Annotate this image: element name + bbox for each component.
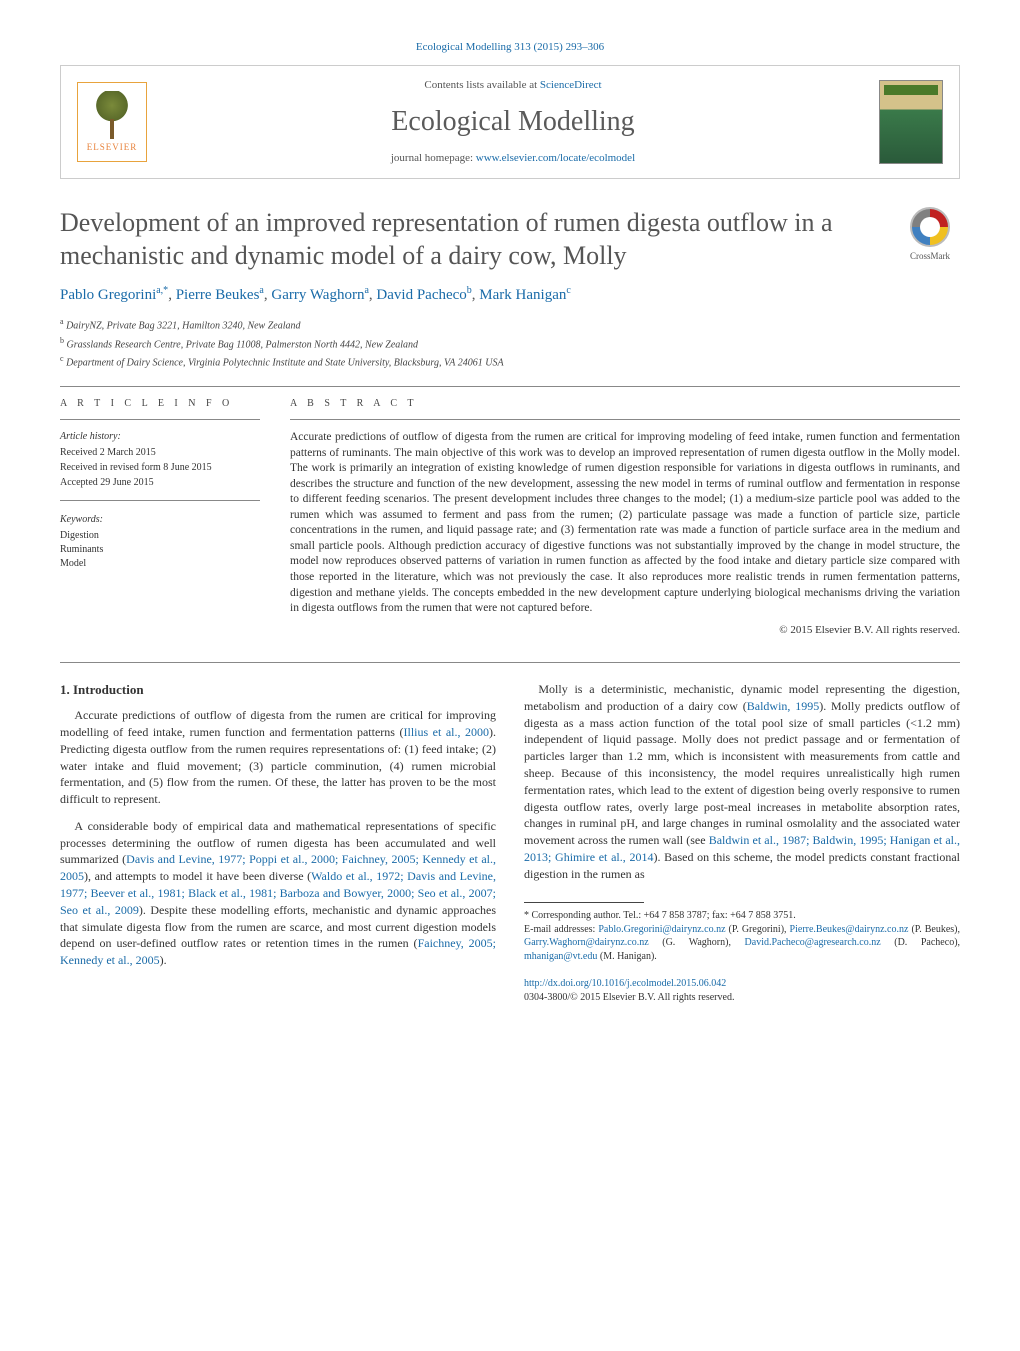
divider-top [60, 386, 960, 387]
contents-prefix: Contents lists available at [424, 79, 539, 91]
article-info-label: A R T I C L E I N F O [60, 397, 260, 411]
email-2-who: (P. Beukes) [911, 924, 957, 935]
ref-baldwin-1995[interactable]: Baldwin, 1995 [747, 699, 819, 713]
affiliation-b: b Grasslands Research Centre, Private Ba… [60, 335, 960, 352]
sciencedirect-link[interactable]: ScienceDirect [540, 79, 602, 91]
section-heading-introduction: 1. Introduction [60, 681, 496, 699]
crossmark-icon [910, 207, 950, 247]
intro-paragraph-1: Accurate predictions of outflow of diges… [60, 707, 496, 808]
p2-mid: ), and attempts to model it have been di… [84, 869, 311, 883]
p3-mid: ). Molly predicts outflow of digesta as … [524, 699, 960, 847]
email-2[interactable]: Pierre.Beukes@dairynz.co.nz [790, 924, 909, 935]
corresponding-author: * Corresponding author. Tel.: +64 7 858 … [524, 909, 960, 923]
p2-post2: ). [160, 953, 167, 967]
title-block: Development of an improved representatio… [60, 207, 880, 272]
elsevier-logo: ELSEVIER [77, 82, 147, 162]
abstract-text: Accurate predictions of outflow of diges… [290, 430, 960, 616]
crossmark-badge[interactable]: CrossMark [900, 207, 960, 263]
author-5-aff: c [566, 285, 570, 296]
info-divider [60, 419, 260, 420]
author-1-aff: a,* [156, 285, 168, 296]
doi-link[interactable]: http://dx.doi.org/10.1016/j.ecolmodel.20… [524, 977, 960, 991]
affiliation-b-text: Grasslands Research Centre, Private Bag … [67, 339, 419, 350]
journal-header-box: ELSEVIER Contents lists available at Sci… [60, 65, 960, 179]
journal-cover-thumb [879, 80, 943, 164]
email-5-who: (M. Hanigan) [600, 951, 654, 962]
email-1[interactable]: Pablo.Gregorini@dairynz.co.nz [598, 924, 725, 935]
email-4[interactable]: David.Pacheco@agresearch.co.nz [745, 937, 881, 948]
contents-line: Contents lists available at ScienceDirec… [147, 78, 879, 93]
page-root: Ecological Modelling 313 (2015) 293–306 … [0, 0, 1020, 1045]
author-1[interactable]: Pablo Gregorini [60, 287, 156, 303]
abstract-label: A B S T R A C T [290, 397, 960, 411]
keyword-1: Digestion [60, 529, 260, 543]
affiliation-a-text: DairyNZ, Private Bag 3221, Hamilton 3240… [66, 321, 300, 332]
doi-block: http://dx.doi.org/10.1016/j.ecolmodel.20… [524, 977, 960, 1005]
authors-line: Pablo Gregorinia,*, Pierre Beukesa, Garr… [60, 284, 960, 306]
crossmark-label: CrossMark [910, 251, 950, 261]
history-received: Received 2 March 2015 [60, 446, 260, 460]
issn-copyright: 0304-3800/© 2015 Elsevier B.V. All right… [524, 991, 960, 1005]
history-accepted: Accepted 29 June 2015 [60, 476, 260, 490]
author-5[interactable]: Mark Hanigan [479, 287, 566, 303]
email-1-who: (P. Gregorini) [729, 924, 785, 935]
citation-header: Ecological Modelling 313 (2015) 293–306 [60, 40, 960, 55]
footnote-divider [524, 902, 644, 903]
info-abstract-row: A R T I C L E I N F O Article history: R… [60, 397, 960, 638]
keywords-label: Keywords: [60, 513, 260, 527]
divider-body [60, 662, 960, 663]
author-2-aff: a [259, 285, 263, 296]
author-2[interactable]: Pierre Beukes [176, 287, 260, 303]
history-revised: Received in revised form 8 June 2015 [60, 461, 260, 475]
author-4-aff: b [467, 285, 472, 296]
elsevier-tree-icon [92, 91, 132, 139]
affiliations: a DairyNZ, Private Bag 3221, Hamilton 32… [60, 316, 960, 370]
author-3[interactable]: Garry Waghorn [271, 287, 364, 303]
citation-text: Ecological Modelling 313 (2015) 293–306 [416, 41, 604, 53]
homepage-url[interactable]: www.elsevier.com/locate/ecolmodel [476, 152, 635, 164]
article-info-column: A R T I C L E I N F O Article history: R… [60, 397, 260, 638]
abstract-column: A B S T R A C T Accurate predictions of … [290, 397, 960, 638]
keyword-2: Ruminants [60, 543, 260, 557]
ref-illius-2000[interactable]: Illius et al., 2000 [403, 725, 489, 739]
journal-name: Ecological Modelling [147, 102, 879, 141]
homepage-prefix: journal homepage: [391, 152, 476, 164]
intro-paragraph-3: Molly is a deterministic, mechanistic, d… [524, 681, 960, 883]
homepage-line: journal homepage: www.elsevier.com/locat… [147, 151, 879, 166]
keyword-3: Model [60, 557, 260, 571]
abstract-copyright: © 2015 Elsevier B.V. All rights reserved… [290, 623, 960, 638]
info-divider-2 [60, 500, 260, 501]
email-5[interactable]: mhanigan@vt.edu [524, 951, 597, 962]
author-4[interactable]: David Pacheco [376, 287, 466, 303]
author-3-aff: a [364, 285, 368, 296]
email-addresses: E-mail addresses: Pablo.Gregorini@dairyn… [524, 923, 960, 964]
header-center: Contents lists available at ScienceDirec… [147, 78, 879, 166]
email-4-who: (D. Pacheco) [894, 937, 957, 948]
footnotes: * Corresponding author. Tel.: +64 7 858 … [524, 909, 960, 963]
affiliation-c-text: Department of Dairy Science, Virginia Po… [66, 357, 504, 368]
email-label: E-mail addresses: [524, 924, 598, 935]
elsevier-label: ELSEVIER [87, 141, 138, 154]
email-3-who: (G. Waghorn) [662, 937, 728, 948]
history-label: Article history: [60, 430, 260, 444]
intro-paragraph-2: A considerable body of empirical data an… [60, 818, 496, 969]
title-row: Development of an improved representatio… [60, 207, 960, 272]
affiliation-c: c Department of Dairy Science, Virginia … [60, 353, 960, 370]
body-columns: 1. Introduction Accurate predictions of … [60, 681, 960, 1006]
affiliation-a: a DairyNZ, Private Bag 3221, Hamilton 32… [60, 316, 960, 333]
abstract-divider [290, 419, 960, 420]
email-3[interactable]: Garry.Waghorn@dairynz.co.nz [524, 937, 649, 948]
article-title: Development of an improved representatio… [60, 207, 880, 272]
